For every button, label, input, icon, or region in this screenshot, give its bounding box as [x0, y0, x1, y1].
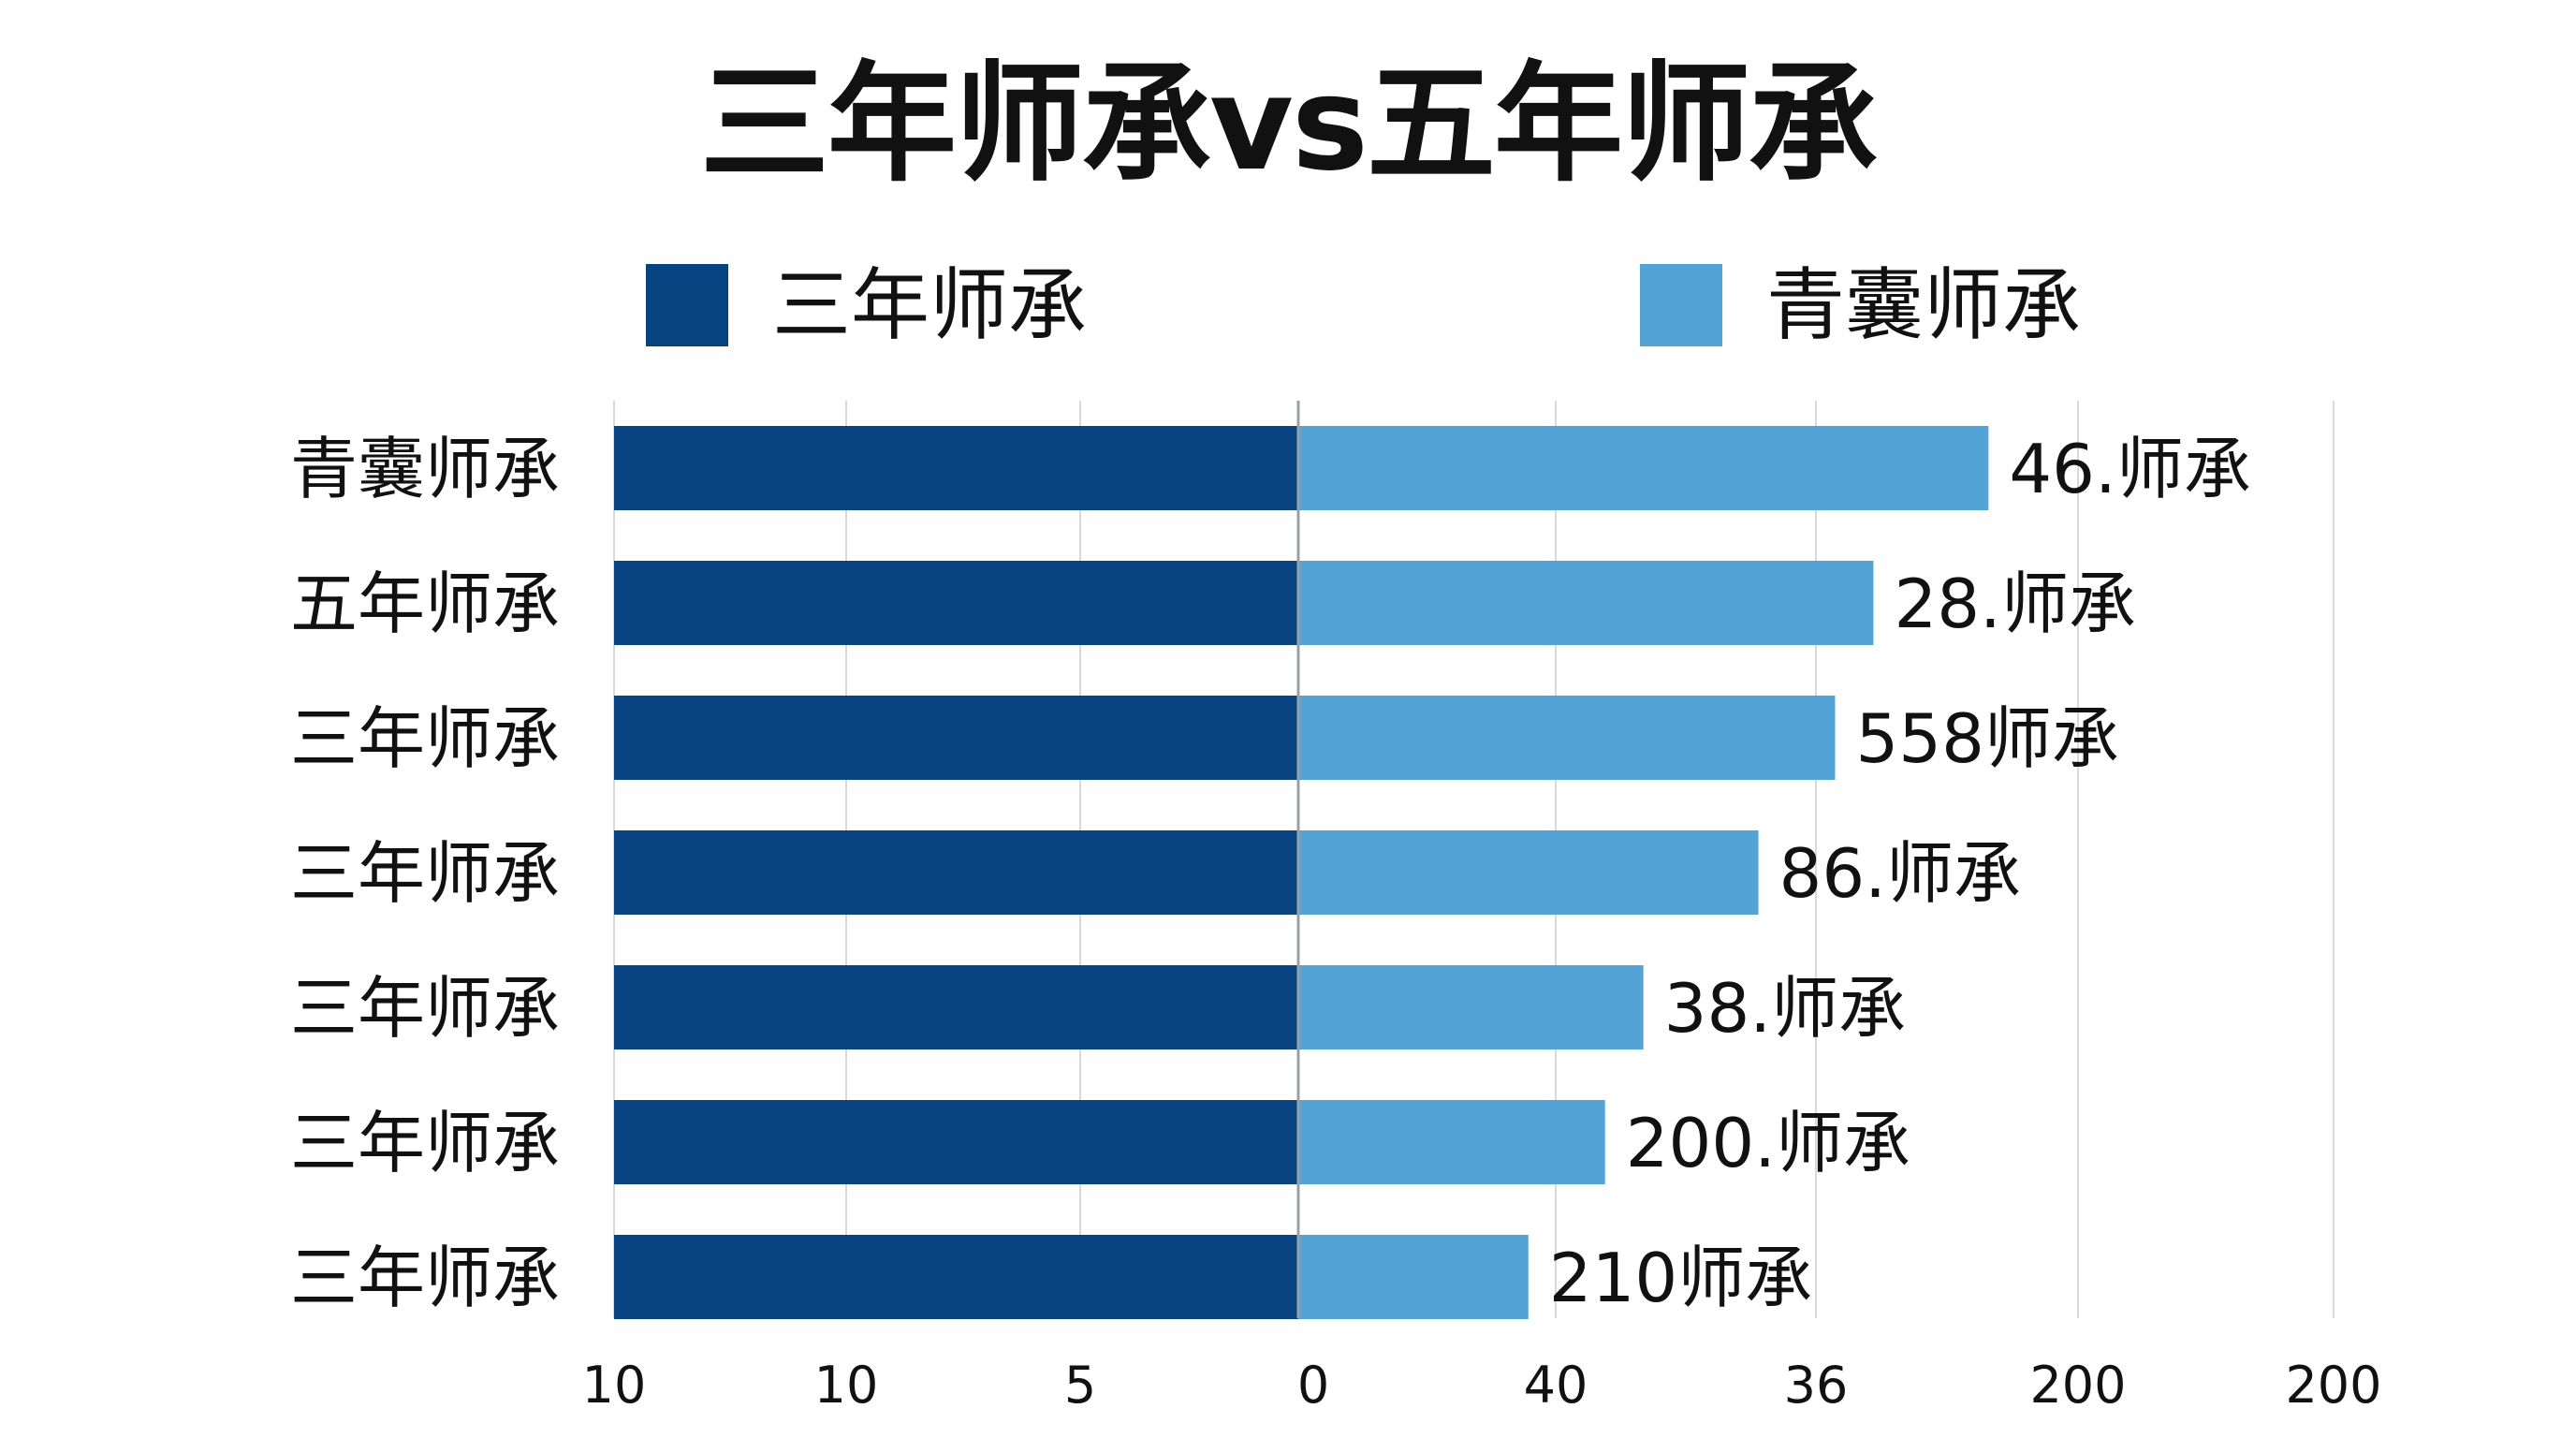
bar-series-2-6	[1298, 1235, 1529, 1319]
bar-series-1-6	[614, 1235, 1298, 1319]
category-label: 三年师承	[290, 834, 560, 913]
x-tick-label: 0	[1297, 1356, 1329, 1415]
bar-series-2-5	[1298, 1100, 1605, 1184]
data-label: 86.师承	[1779, 834, 2022, 913]
bar-series-1-3	[614, 830, 1298, 915]
bar-series-1-2	[614, 696, 1298, 780]
bar-series-2-3	[1298, 830, 1759, 915]
x-tick-label: 200	[2285, 1356, 2381, 1415]
bar-series-2-0	[1298, 426, 1989, 510]
bar-series-2-2	[1298, 696, 1836, 780]
category-label: 五年师承	[290, 565, 560, 643]
category-label: 三年师承	[290, 1104, 560, 1182]
data-label: 28.师承	[1894, 565, 2136, 643]
bar-series-1-4	[614, 965, 1298, 1049]
x-tick-label: 10	[582, 1356, 647, 1415]
legend-swatch-series-2	[1640, 264, 1722, 346]
bar-series-2-4	[1298, 965, 1644, 1049]
category-label: 三年师承	[290, 699, 560, 778]
x-tick-label: 40	[1524, 1356, 1588, 1415]
x-tick-label: 36	[1784, 1356, 1849, 1415]
bar-series-1-0	[614, 426, 1298, 510]
chart-title: 三年师承vs五年师承	[699, 49, 1878, 199]
data-label: 200.师承	[1626, 1104, 1910, 1182]
category-label: 三年师承	[290, 969, 560, 1048]
bar-series-2-1	[1298, 561, 1874, 645]
category-label: 青囊师承	[290, 430, 560, 508]
x-tick-label: 200	[2029, 1356, 2126, 1415]
bar-series-1-1	[614, 561, 1298, 645]
category-label: 三年师承	[290, 1239, 560, 1317]
x-tick-label: 10	[814, 1356, 879, 1415]
data-label: 38.师承	[1664, 969, 1907, 1048]
data-label: 46.师承	[2009, 430, 2251, 508]
legend-swatch-series-1	[646, 264, 728, 346]
legend-label-series-1: 三年师承	[772, 259, 1088, 351]
legend-label-series-2: 青囊师承	[1766, 259, 2082, 351]
x-tick-label: 5	[1064, 1356, 1096, 1415]
bar-series-1-5	[614, 1100, 1298, 1184]
data-label: 210师承	[1549, 1239, 1812, 1317]
data-label: 558师承	[1855, 699, 2118, 778]
